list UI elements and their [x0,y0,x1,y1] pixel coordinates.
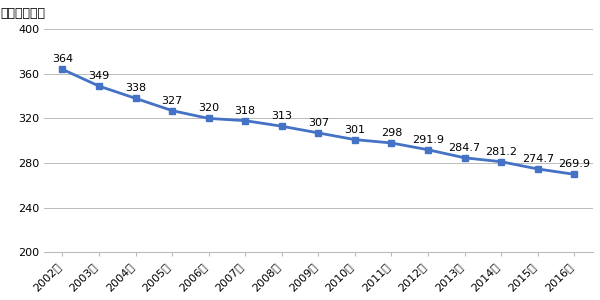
Text: 349: 349 [88,71,110,81]
Text: 269.9: 269.9 [558,159,590,169]
Text: 313: 313 [271,111,292,121]
Text: 364: 364 [52,54,73,64]
Text: 320: 320 [198,103,219,113]
Text: 307: 307 [308,118,329,128]
Text: （単位：日）: （単位：日） [0,7,45,20]
Text: 327: 327 [161,96,183,106]
Text: 301: 301 [344,124,365,135]
Text: 338: 338 [125,83,146,93]
Text: 274.7: 274.7 [521,154,554,164]
Text: 281.2: 281.2 [485,147,517,157]
Text: 284.7: 284.7 [449,143,481,153]
Text: 318: 318 [235,106,256,116]
Text: 298: 298 [381,128,402,138]
Text: 291.9: 291.9 [412,135,444,145]
